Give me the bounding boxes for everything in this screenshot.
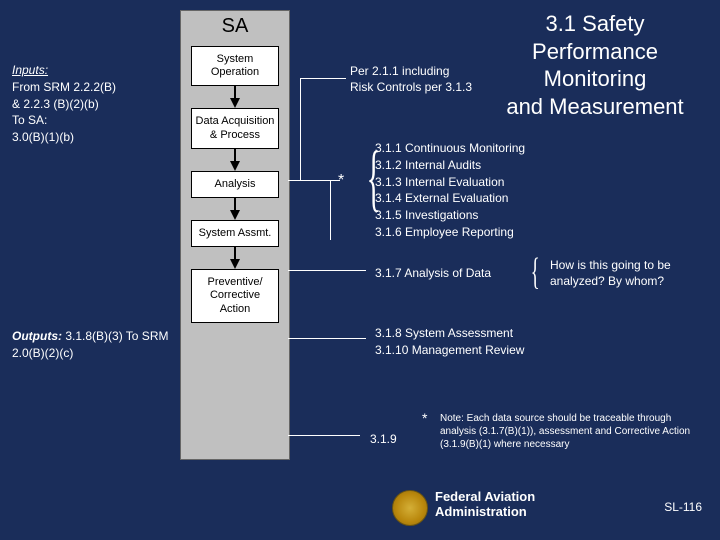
connector-line <box>288 180 340 181</box>
footer-org: Federal Aviation Administration <box>435 489 535 520</box>
analysis-of-data: 3.1.7 Analysis of Data <box>375 266 491 280</box>
per-line: Risk Controls per 3.1.3 <box>350 80 472 94</box>
arrow-down-icon <box>230 259 240 269</box>
ref-319: 3.1.9 <box>370 432 397 446</box>
per-text: Per 2.1.1 including Risk Controls per 3.… <box>350 64 472 95</box>
asterisk-icon: * <box>422 410 427 426</box>
process-box-data-acquisition: Data Acquisition & Process <box>191 108 279 148</box>
list-item: 3.1.3 Internal Evaluation <box>375 174 525 191</box>
outputs-block: Outputs: 3.1.8(B)(3) To SRM 2.0(B)(2)(c) <box>12 328 172 362</box>
slide-number: SL-116 <box>664 500 702 514</box>
list-item: 3.1.1 Continuous Monitoring <box>375 140 525 157</box>
arrow-down-icon <box>230 161 240 171</box>
arrow-stem <box>234 149 236 161</box>
inputs-block: Inputs: From SRM 2.2.2(B) & 2.2.3 (B)(2)… <box>12 62 162 146</box>
list-item: 3.1.2 Internal Audits <box>375 157 525 174</box>
connector-line <box>300 78 301 180</box>
process-box-corrective-action: Preventive/ Corrective Action <box>191 269 279 323</box>
assessment-line: 3.1.10 Management Review <box>375 343 524 357</box>
arrow-down-icon <box>230 98 240 108</box>
page-title: 3.1 Safety Performance Monitoring and Me… <box>485 10 705 120</box>
list-item: 3.1.4 External Evaluation <box>375 190 525 207</box>
inputs-line: From SRM 2.2.2(B) <box>12 80 116 94</box>
brace-right-icon: { <box>531 250 540 294</box>
process-box-system-assmt: System Assmt. <box>191 220 279 247</box>
process-box-system-operation: System Operation <box>191 46 279 86</box>
inputs-line: To SA: <box>12 113 47 127</box>
assessment-block: 3.1.8 System Assessment 3.1.10 Managemen… <box>375 325 524 359</box>
inputs-line: & 2.2.3 (B)(2)(b) <box>12 97 99 111</box>
note-text: Note: Each data source should be traceab… <box>440 412 705 451</box>
title-line: Performance <box>532 39 658 64</box>
how-line: How is this going to be <box>550 258 671 272</box>
title-line: 3.1 Safety <box>545 11 644 36</box>
list-item: 3.1.6 Employee Reporting <box>375 224 525 241</box>
sa-title: SA <box>181 11 289 46</box>
asterisk-icon: * <box>338 172 344 190</box>
sa-process-column: SA System Operation Data Acquisition & P… <box>180 10 290 460</box>
inputs-line: 3.0(B)(1)(b) <box>12 130 74 144</box>
title-line: Monitoring <box>544 66 647 91</box>
inputs-heading: Inputs: <box>12 63 48 77</box>
assessment-line: 3.1.8 System Assessment <box>375 326 513 340</box>
list-item: 3.1.5 Investigations <box>375 207 525 224</box>
connector-line <box>288 435 360 436</box>
outputs-heading: Outputs: <box>12 329 62 343</box>
how-question: How is this going to be analyzed? By who… <box>550 258 710 289</box>
connector-line <box>300 78 346 79</box>
faa-seal-icon <box>392 490 428 526</box>
arrow-stem <box>234 86 236 98</box>
connector-line <box>330 180 331 240</box>
title-line: and Measurement <box>506 94 683 119</box>
footer-line: Administration <box>435 504 527 519</box>
footer-line: Federal Aviation <box>435 489 535 504</box>
arrow-stem <box>234 198 236 210</box>
connector-line <box>288 338 366 339</box>
how-line: analyzed? By whom? <box>550 274 664 288</box>
arrow-stem <box>234 247 236 259</box>
arrow-down-icon <box>230 210 240 220</box>
per-line: Per 2.1.1 including <box>350 64 449 78</box>
monitoring-list: 3.1.1 Continuous Monitoring 3.1.2 Intern… <box>375 140 525 241</box>
process-box-analysis: Analysis <box>191 171 279 198</box>
connector-line <box>288 270 366 271</box>
